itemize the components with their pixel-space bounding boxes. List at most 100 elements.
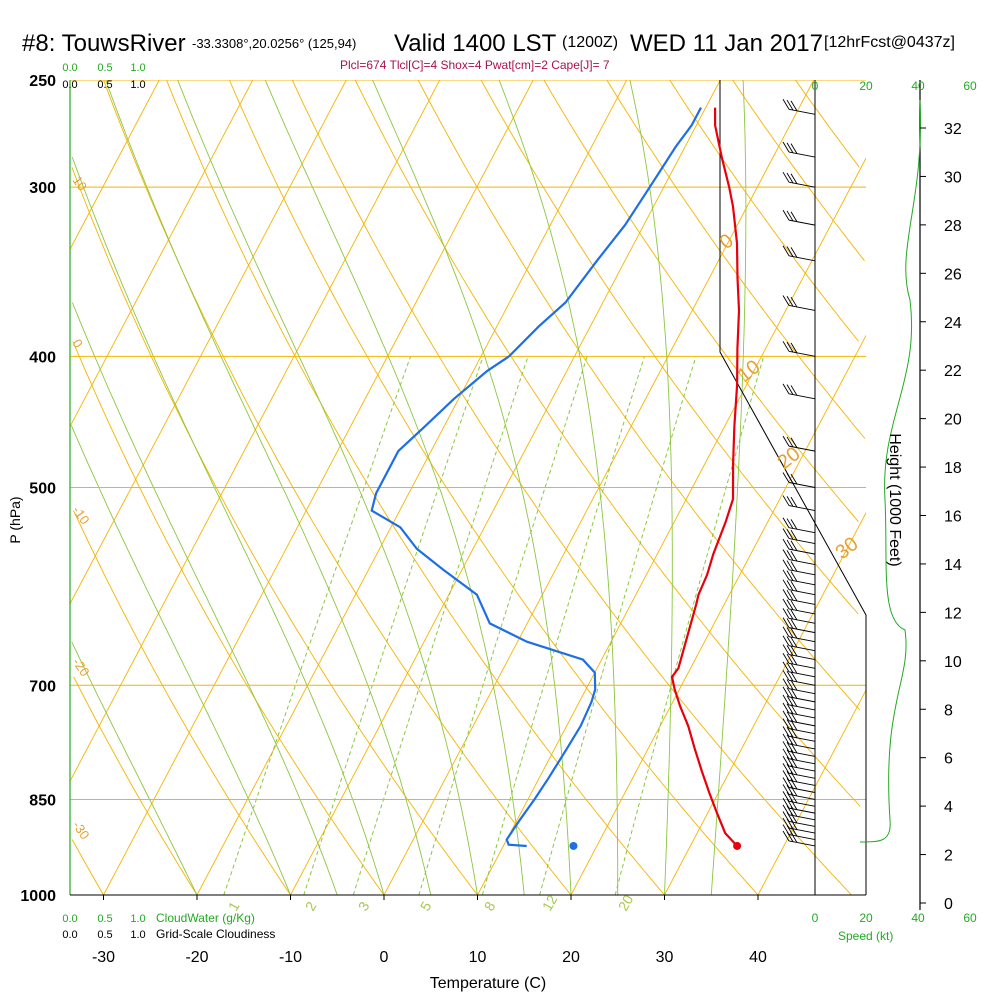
wind-barb-feather [790, 819, 798, 830]
forecast-date: WED 11 Jan 2017 [630, 30, 823, 57]
mixing-ratio-line [539, 356, 697, 895]
wind-barb-shaft [788, 305, 816, 311]
moist-adiabat-line [629, 80, 673, 895]
wind-barb-feather [790, 618, 798, 630]
plot-frame [69, 80, 922, 910]
wind-barb-feather [782, 777, 790, 788]
wind-barb-feather [786, 687, 794, 698]
chart-header: #8: TouwsRiver -33.3308°,20.0256° (125,9… [0, 0, 1000, 72]
wind-barb-feather [782, 579, 790, 590]
temperature-tick-label: -30 [92, 949, 115, 966]
speed-tick-label-top: 40 [911, 79, 925, 93]
wind-barb-feather [790, 771, 798, 783]
wind-barb-feather [782, 608, 790, 619]
wind-barb-feather [782, 626, 790, 637]
wind-barb-feather [790, 519, 798, 530]
wind-barbs [782, 99, 816, 847]
wind-barb-feather [782, 748, 790, 760]
station-name: #8: TouwsRiver [22, 30, 186, 57]
wind-barb-feather [790, 785, 798, 797]
pressure-tick-label: 300 [29, 180, 56, 197]
wind-barb-shaft [788, 688, 816, 695]
wind-barb-feather [790, 100, 798, 112]
height-tick-label: 14 [944, 557, 962, 574]
wind-barb-feather [786, 627, 794, 638]
wind-barb-feather [790, 473, 798, 485]
isotherm-line [757, 689, 866, 895]
wind-barb-feather [790, 792, 798, 804]
mixing-ratio-line [303, 356, 484, 895]
y-axis-label: P (hPa) [7, 496, 23, 543]
wind-barb-shaft [788, 827, 816, 834]
wind-barb-feather [790, 385, 798, 396]
wind-barb-shaft [788, 151, 816, 158]
cloudiness-label-top: 0.5 [97, 79, 112, 91]
wind-barb-feather [786, 296, 794, 307]
wind-barb-feather [782, 718, 790, 729]
dry-adiabat-line [103, 80, 572, 895]
wind-barb-feather [782, 635, 790, 646]
wind-barb-feather [786, 711, 794, 722]
wind-barb-feather [782, 617, 790, 628]
speed-tick-label-bottom: 20 [859, 911, 873, 925]
wind-barb-feather [782, 99, 790, 110]
wind-barb-feather [782, 661, 790, 673]
wind-barb-shaft [788, 735, 816, 742]
wind-barb-feather [790, 720, 798, 731]
moist-adiabat-line [71, 641, 198, 895]
height-tick-label: 8 [944, 702, 953, 719]
wind-barb-shaft [788, 772, 816, 779]
wind-barb-shaft [788, 579, 816, 586]
wind-barb-feather [790, 529, 798, 541]
wind-barb-feather [786, 172, 794, 184]
wind-barb-feather [786, 726, 794, 738]
wind-barb-shaft [788, 108, 816, 115]
wind-barb-shaft [788, 679, 816, 686]
wind-barb-shaft [788, 617, 816, 624]
wind-barb-shaft [788, 671, 816, 678]
moist-adiabat-line [710, 80, 747, 895]
wind-barb-feather [786, 670, 794, 682]
dry-adiabat-label: 0 [716, 230, 738, 254]
dry-adiabat-line [73, 676, 198, 895]
cloud-scale-label-top: 0.0 [62, 62, 77, 74]
isotherm-label: -20 [70, 655, 93, 679]
wind-barb-feather [790, 757, 798, 768]
wind-barb-feather [790, 712, 798, 723]
cloudiness-label-top: 0.0 [62, 79, 77, 91]
wind-barb-feather [786, 741, 794, 753]
wind-barb-shaft [788, 538, 816, 544]
wind-barb-feather [786, 756, 794, 768]
dry-adiabat-line [669, 80, 859, 342]
mixing-ratio-label: 2 [302, 899, 320, 914]
isobar-lines [70, 80, 866, 895]
speed-tick-label-bottom: 40 [911, 911, 925, 925]
isotherm-label: -30 [70, 818, 93, 842]
wind-barb-feather [790, 496, 798, 508]
isotherm-line [664, 511, 866, 895]
wind-barb-feather [782, 559, 790, 570]
dry-adiabat-label: 20 [774, 443, 805, 474]
dry-adiabat-line [606, 80, 866, 439]
pressure-tick-label: 400 [29, 349, 56, 366]
wind-barb-feather [782, 569, 790, 581]
dry-adiabat-line [732, 80, 865, 262]
mixing-ratio-label: 5 [417, 899, 435, 914]
mixing-ratio-label: 20 [615, 892, 637, 914]
wind-barb-feather [790, 540, 798, 551]
height-tick-label: 0 [944, 896, 953, 913]
wind-barb-feather [790, 247, 798, 258]
cloud-scale-label-top: 0.5 [97, 62, 112, 74]
wind-barb-feather [786, 496, 794, 507]
mixing-ratio-line [481, 356, 645, 895]
dry-adiabat-line [71, 167, 478, 895]
wind-barb-shaft [788, 505, 816, 511]
wind-barb-feather [782, 741, 790, 752]
wind-barb-feather [782, 383, 790, 395]
wind-barb-feather [782, 538, 790, 550]
wind-barb-feather [790, 550, 798, 562]
wind-barb-shaft [788, 645, 816, 652]
temperature-tick-label: 30 [656, 949, 674, 966]
wind-barb-feather [786, 653, 794, 665]
wind-barb-feather [782, 702, 790, 714]
